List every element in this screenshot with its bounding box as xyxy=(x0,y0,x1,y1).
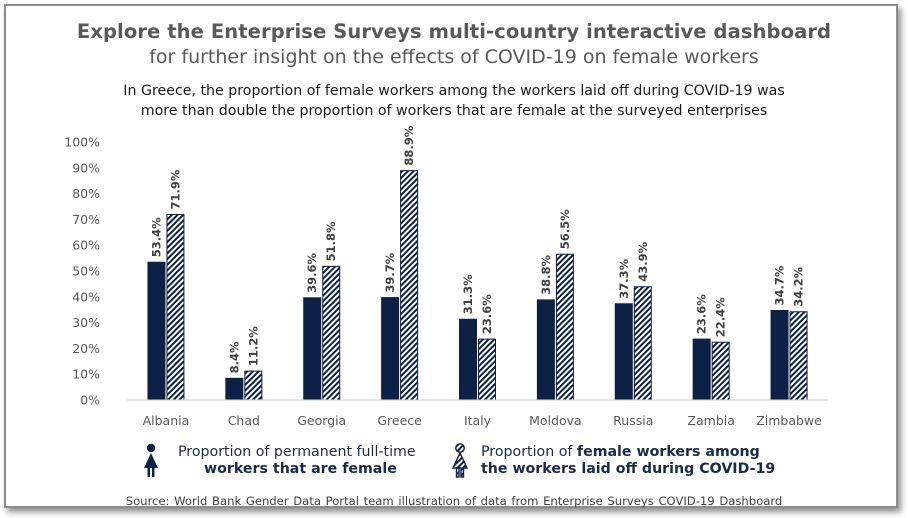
x-category-label: Chad xyxy=(228,413,260,428)
bar-laid-off-female xyxy=(244,370,263,401)
bar-female-workers xyxy=(381,297,400,401)
x-category-label: Georgia xyxy=(297,413,346,428)
source-note: Source: World Bank Gender Data Portal te… xyxy=(125,494,783,508)
bar-female-workers xyxy=(459,318,477,401)
data-label: 23.6% xyxy=(695,294,709,334)
data-label: 11.2% xyxy=(246,326,260,366)
legend-label-2-line-1-plain: Proportion of xyxy=(481,444,577,460)
x-category-label: Italy xyxy=(464,413,492,428)
y-tick-label: 50% xyxy=(72,264,100,279)
dashboard-card: Explore the Enterprise Surveys multi-cou… xyxy=(4,4,898,508)
data-label: 51.8% xyxy=(324,221,338,261)
legend-label-1-line-1: Proportion of permanent full-time xyxy=(178,444,416,460)
data-label: 53.4% xyxy=(149,217,163,257)
bar-laid-off-female xyxy=(166,213,185,401)
y-tick-label: 100% xyxy=(64,135,100,150)
chart-caption: In Greece, the proportion of female work… xyxy=(6,81,902,121)
bar-laid-off-female xyxy=(633,286,652,401)
bar-female-workers xyxy=(692,338,711,401)
bar-female-workers xyxy=(614,303,633,401)
data-label: 38.8% xyxy=(539,255,553,295)
x-category-label: Greece xyxy=(377,413,422,428)
data-label: 34.7% xyxy=(773,265,787,305)
x-category-label: Russia xyxy=(613,413,653,428)
bar-laid-off-female xyxy=(400,170,419,401)
legend-label-1: Proportion of permanent full-time worker… xyxy=(178,444,416,478)
bar-female-workers xyxy=(225,377,244,401)
bars-group: 53.4% 71.9% 8.4% 11.2% 39.6% 51.8% 39.7% 88.9% 3… xyxy=(147,125,808,401)
female-figure-hatched-icon xyxy=(451,443,469,478)
data-label: 71.9% xyxy=(168,169,182,209)
bar-laid-off-female xyxy=(789,311,808,401)
y-axis: 0% 10% 20% 30% 40% 50% 60% 70% 80% 90% 100% xyxy=(64,135,100,408)
y-tick-label: 0% xyxy=(80,393,100,408)
legend-series-1: Proportion of permanent full-time worker… xyxy=(138,443,416,479)
x-category-label: Albania xyxy=(143,413,190,428)
bar-laid-off-female xyxy=(555,253,574,401)
data-label: 34.2% xyxy=(792,266,806,306)
caption-line-2: more than double the proportion of worke… xyxy=(140,103,768,119)
data-label: 37.3% xyxy=(617,258,631,298)
data-label: 88.9% xyxy=(402,125,416,165)
legend-series-2: Proportion of female workers among the w… xyxy=(447,443,775,479)
caption-line-1: In Greece, the proportion of female work… xyxy=(123,83,785,99)
y-tick-label: 20% xyxy=(72,341,100,356)
x-axis: Albania Chad Georgia Greece Italy Moldova Russ… xyxy=(127,399,828,428)
data-label: 8.4% xyxy=(227,341,241,373)
y-tick-label: 10% xyxy=(72,367,100,382)
data-label: 43.9% xyxy=(636,241,650,281)
chart-subtitle: for further insight on the effects of CO… xyxy=(149,46,759,68)
x-category-label: Moldova xyxy=(529,413,582,428)
bar-female-workers xyxy=(303,297,322,401)
y-tick-label: 60% xyxy=(72,238,100,253)
female-figure-solid-icon xyxy=(144,443,158,477)
data-label: 56.5% xyxy=(558,209,572,249)
legend-label-2-line-1-bold: female workers among xyxy=(576,444,760,460)
bar-female-workers xyxy=(147,261,166,401)
data-label: 22.4% xyxy=(714,297,728,337)
legend-label-1-line-2: workers that are female xyxy=(204,461,397,477)
bar-laid-off-female xyxy=(711,341,730,401)
bar-female-workers xyxy=(536,299,555,401)
y-tick-label: 90% xyxy=(72,160,100,175)
bar-laid-off-female xyxy=(478,338,496,401)
x-category-label: Zimbabwe xyxy=(756,413,822,428)
y-tick-label: 70% xyxy=(72,212,100,227)
data-label: 39.6% xyxy=(305,252,319,292)
bar-laid-off-female xyxy=(322,265,341,401)
y-tick-label: 40% xyxy=(72,289,100,304)
y-tick-label: 80% xyxy=(72,186,100,201)
x-category-label: Zambia xyxy=(687,413,734,428)
bar-chart: 0% 10% 20% 30% 40% 50% 60% 70% 80% 90% 100% 53.4% 7… xyxy=(64,125,828,428)
chart-title: Explore the Enterprise Surveys multi-cou… xyxy=(76,20,832,43)
data-label: 39.7% xyxy=(383,252,397,292)
data-label: 31.3% xyxy=(461,274,475,314)
legend-label-2: Proportion of female workers among the w… xyxy=(481,444,775,478)
data-label: 23.6% xyxy=(480,294,494,334)
y-tick-label: 30% xyxy=(72,315,100,330)
legend-label-2-line-2: the workers laid off during COVID-19 xyxy=(481,461,776,477)
bar-female-workers xyxy=(770,309,789,401)
